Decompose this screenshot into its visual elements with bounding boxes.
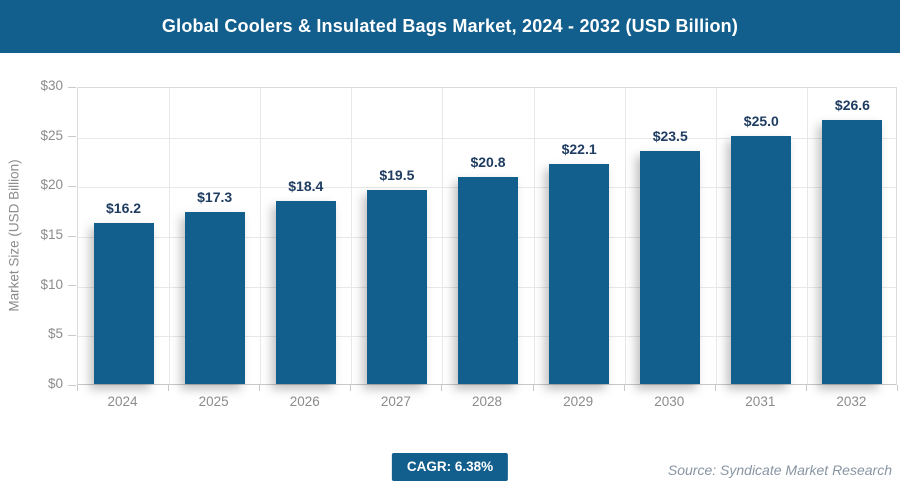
y-axis-tick <box>68 136 76 138</box>
gridline-vertical <box>533 88 535 384</box>
bar-2029: $22.1 <box>549 86 610 384</box>
chart-title: Global Coolers & Insulated Bags Market, … <box>161 16 739 36</box>
y-axis-tick-label: $10 <box>40 276 63 292</box>
bar-value-label: $22.1 <box>561 141 597 158</box>
bar-value-label: $25.0 <box>743 112 779 129</box>
y-axis-tick <box>68 185 76 187</box>
plot-area: $16.2 $17.3 $18.4 $19.5 $20.8 $22.1 $23.5 $25.0… <box>77 87 897 385</box>
bar-value-label: $23.5 <box>652 127 688 144</box>
bar-fill <box>822 119 883 384</box>
y-axis-tick-label: $15 <box>40 227 63 242</box>
bar-fill <box>93 223 154 384</box>
y-axis-tick <box>68 334 76 336</box>
y-axis-tick-label: $0 <box>47 376 63 391</box>
bar-2032: $26.6 <box>822 86 883 384</box>
x-axis-tick <box>168 385 170 391</box>
gridline-vertical <box>260 88 262 384</box>
x-axis-tick-label: 2030 <box>654 394 685 409</box>
bar-fill <box>275 201 336 384</box>
x-axis-tick-label: 2029 <box>563 394 594 409</box>
gridline-vertical <box>351 88 353 384</box>
bar-value-label: $20.8 <box>470 154 506 171</box>
bar-value-label: $17.3 <box>197 189 233 206</box>
bar-fill <box>184 212 245 384</box>
x-axis-tick <box>259 385 261 391</box>
x-axis-tick-label: 2028 <box>471 394 503 409</box>
bar-fill <box>640 150 701 384</box>
y-axis-tick-label: $5 <box>47 326 63 342</box>
chart-title-banner: Global Coolers & Insulated Bags Market, … <box>0 0 900 53</box>
x-axis-tick-label: 2024 <box>107 394 138 409</box>
bar-2024: $16.2 <box>93 86 154 384</box>
cagr-badge: CAGR: 6.38% <box>391 453 509 481</box>
bar-value-label: $19.5 <box>379 167 415 184</box>
x-axis-tick <box>714 385 716 391</box>
gridline-vertical <box>442 88 444 384</box>
x-axis-tick-label: 2025 <box>198 394 229 409</box>
bar-2031: $25.0 <box>731 86 792 384</box>
bar-2025: $17.3 <box>184 86 245 384</box>
gridline-vertical <box>715 88 717 384</box>
x-axis-tick <box>623 385 625 391</box>
bar-fill <box>458 177 518 384</box>
y-axis-tick-label: $30 <box>40 78 63 93</box>
x-axis-tick-label: 2031 <box>745 394 776 409</box>
x-axis-tick-label: 2027 <box>380 394 411 409</box>
y-axis-tick <box>68 86 76 88</box>
gridline-horizontal <box>78 137 896 139</box>
y-axis-tick <box>68 235 76 237</box>
x-axis-tick-label: 2026 <box>289 394 320 409</box>
x-axis-tick <box>805 385 807 391</box>
x-axis-tick <box>350 385 352 391</box>
bar-value-label: $26.6 <box>834 96 870 113</box>
source-credit: Source: Syndicate Market Research <box>667 462 892 478</box>
bar-2030: $23.5 <box>640 86 701 384</box>
x-axis-tick <box>441 385 443 391</box>
bar-fill <box>731 135 792 384</box>
bar-value-label: $16.2 <box>106 200 142 217</box>
gridline-vertical <box>169 88 171 384</box>
gridline-vertical <box>624 88 626 384</box>
bar-2026: $18.4 <box>275 86 336 384</box>
bar-2027: $19.5 <box>366 86 427 384</box>
x-axis-tick <box>532 385 534 391</box>
gridline-vertical <box>806 88 808 384</box>
y-axis-tick <box>68 384 76 386</box>
bar-fill <box>366 190 427 384</box>
y-axis-tick-label: $25 <box>40 127 63 143</box>
x-axis-tick-label: 2032 <box>836 394 867 409</box>
bar-value-label: $18.4 <box>288 178 324 195</box>
y-axis-tick-label: $20 <box>40 177 63 193</box>
bar-2028: $20.8 <box>458 86 518 384</box>
bar-fill <box>549 164 610 384</box>
y-axis-tick <box>68 285 76 287</box>
x-axis-tick <box>897 385 898 391</box>
x-axis-tick <box>77 385 78 391</box>
